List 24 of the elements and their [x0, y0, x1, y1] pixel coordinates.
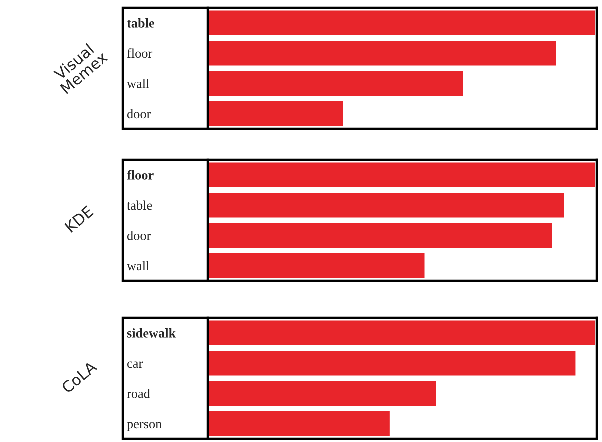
bar: [208, 162, 596, 188]
y-tick-label: table: [127, 18, 155, 28]
y-tick-label: sidewalk: [127, 328, 176, 338]
bar: [208, 320, 596, 346]
bar: [208, 40, 556, 66]
y-tick-label: floor: [127, 48, 153, 58]
y-tick-label: floor: [127, 170, 154, 180]
y-tick-label: table: [127, 200, 152, 210]
y-tick-label: person: [127, 422, 162, 432]
bar: [208, 192, 564, 218]
bar: [208, 253, 425, 278]
y-tick-label: door: [127, 231, 152, 240]
bar: [208, 101, 344, 126]
y-tick-label: wall: [127, 79, 150, 88]
bar: [208, 223, 552, 248]
bar: [208, 411, 390, 436]
bar: [208, 381, 436, 406]
bar: [208, 10, 596, 36]
bar: [208, 71, 464, 96]
y-tick-label: car: [128, 362, 143, 368]
y-tick-label: wall: [127, 261, 150, 271]
bar: [208, 350, 576, 376]
y-tick-label: door: [127, 109, 152, 119]
y-tick-label: road: [127, 389, 150, 398]
